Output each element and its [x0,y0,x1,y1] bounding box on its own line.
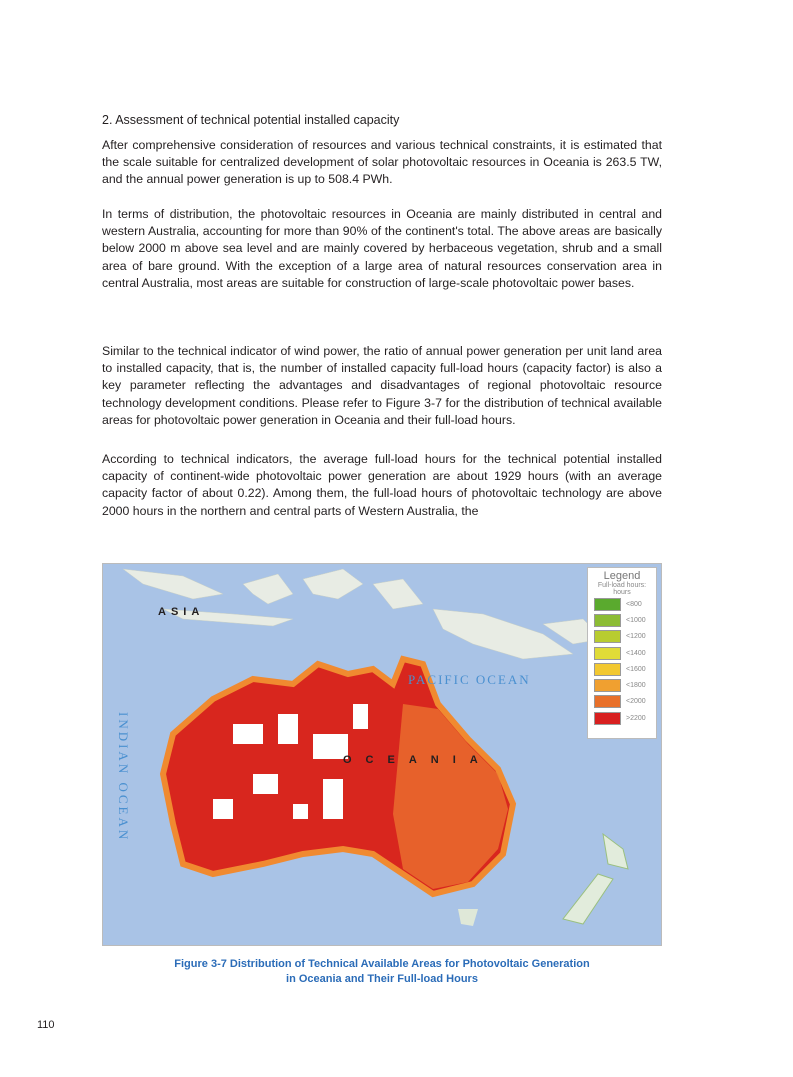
new-zealand [562,832,629,925]
islands [122,568,604,660]
legend-item: <2000 [588,694,656,710]
legend-label: <1600 [626,665,646,673]
label-pacific-ocean: PACIFIC OCEAN [408,672,531,687]
legend-unit: hours [613,589,631,596]
map-legend: Legend Full-load hours: hours <800 <1000 <… [587,567,657,739]
map-graphic [103,564,661,945]
label-asia: ASIA [158,606,205,618]
legend-label: <2000 [626,698,646,706]
legend-swatch [594,630,621,644]
legend-item: <800 [588,596,656,612]
paragraph: According to technical indicators, the a… [102,452,662,518]
legend-label: <1800 [626,682,646,690]
legend-item: <1000 [588,612,656,628]
section-heading: 2. Assessment of technical potential ins… [102,113,400,127]
legend-swatch [594,679,621,693]
legend-label: >2200 [626,714,646,722]
figure-caption-line2: in Oceania and Their Full-load Hours [286,973,478,985]
legend-swatch [594,711,621,725]
legend-swatch [594,613,621,627]
legend-item: <1200 [588,629,656,645]
legend-swatch [594,662,621,676]
legend-swatch [594,597,621,611]
tasmania [458,909,478,926]
legend-item: <1600 [588,661,656,677]
legend-swatch [594,695,621,709]
label-oceania: OCEANIA [343,754,492,766]
page-number: 110 [37,1019,55,1031]
paragraph: After comprehensive consideration of res… [102,138,662,187]
legend-label: <1200 [626,633,646,641]
legend-item: <1800 [588,677,656,693]
paragraph: In terms of distribution, the photovolta… [102,207,662,290]
label-indian-ocean: INDIAN OCEAN [116,712,131,843]
oceania-pv-map: ASIA PACIFIC OCEAN OCEANIA INDIAN OCEAN … [102,563,662,946]
legend-label: <1400 [626,649,646,657]
legend-label: <800 [626,600,642,608]
legend-title: Legend [603,570,641,582]
legend-item: <1400 [588,645,656,661]
legend-swatch [594,646,621,660]
excluded-areas [213,704,368,819]
legend-item: >2200 [588,710,656,726]
legend-subtitle: Full-load hours: [597,582,647,589]
figure-caption-line1: Figure 3-7 Distribution of Technical Ava… [174,958,590,970]
paragraph: Similar to the technical indicator of wi… [102,344,662,427]
legend-label: <1000 [626,616,646,624]
